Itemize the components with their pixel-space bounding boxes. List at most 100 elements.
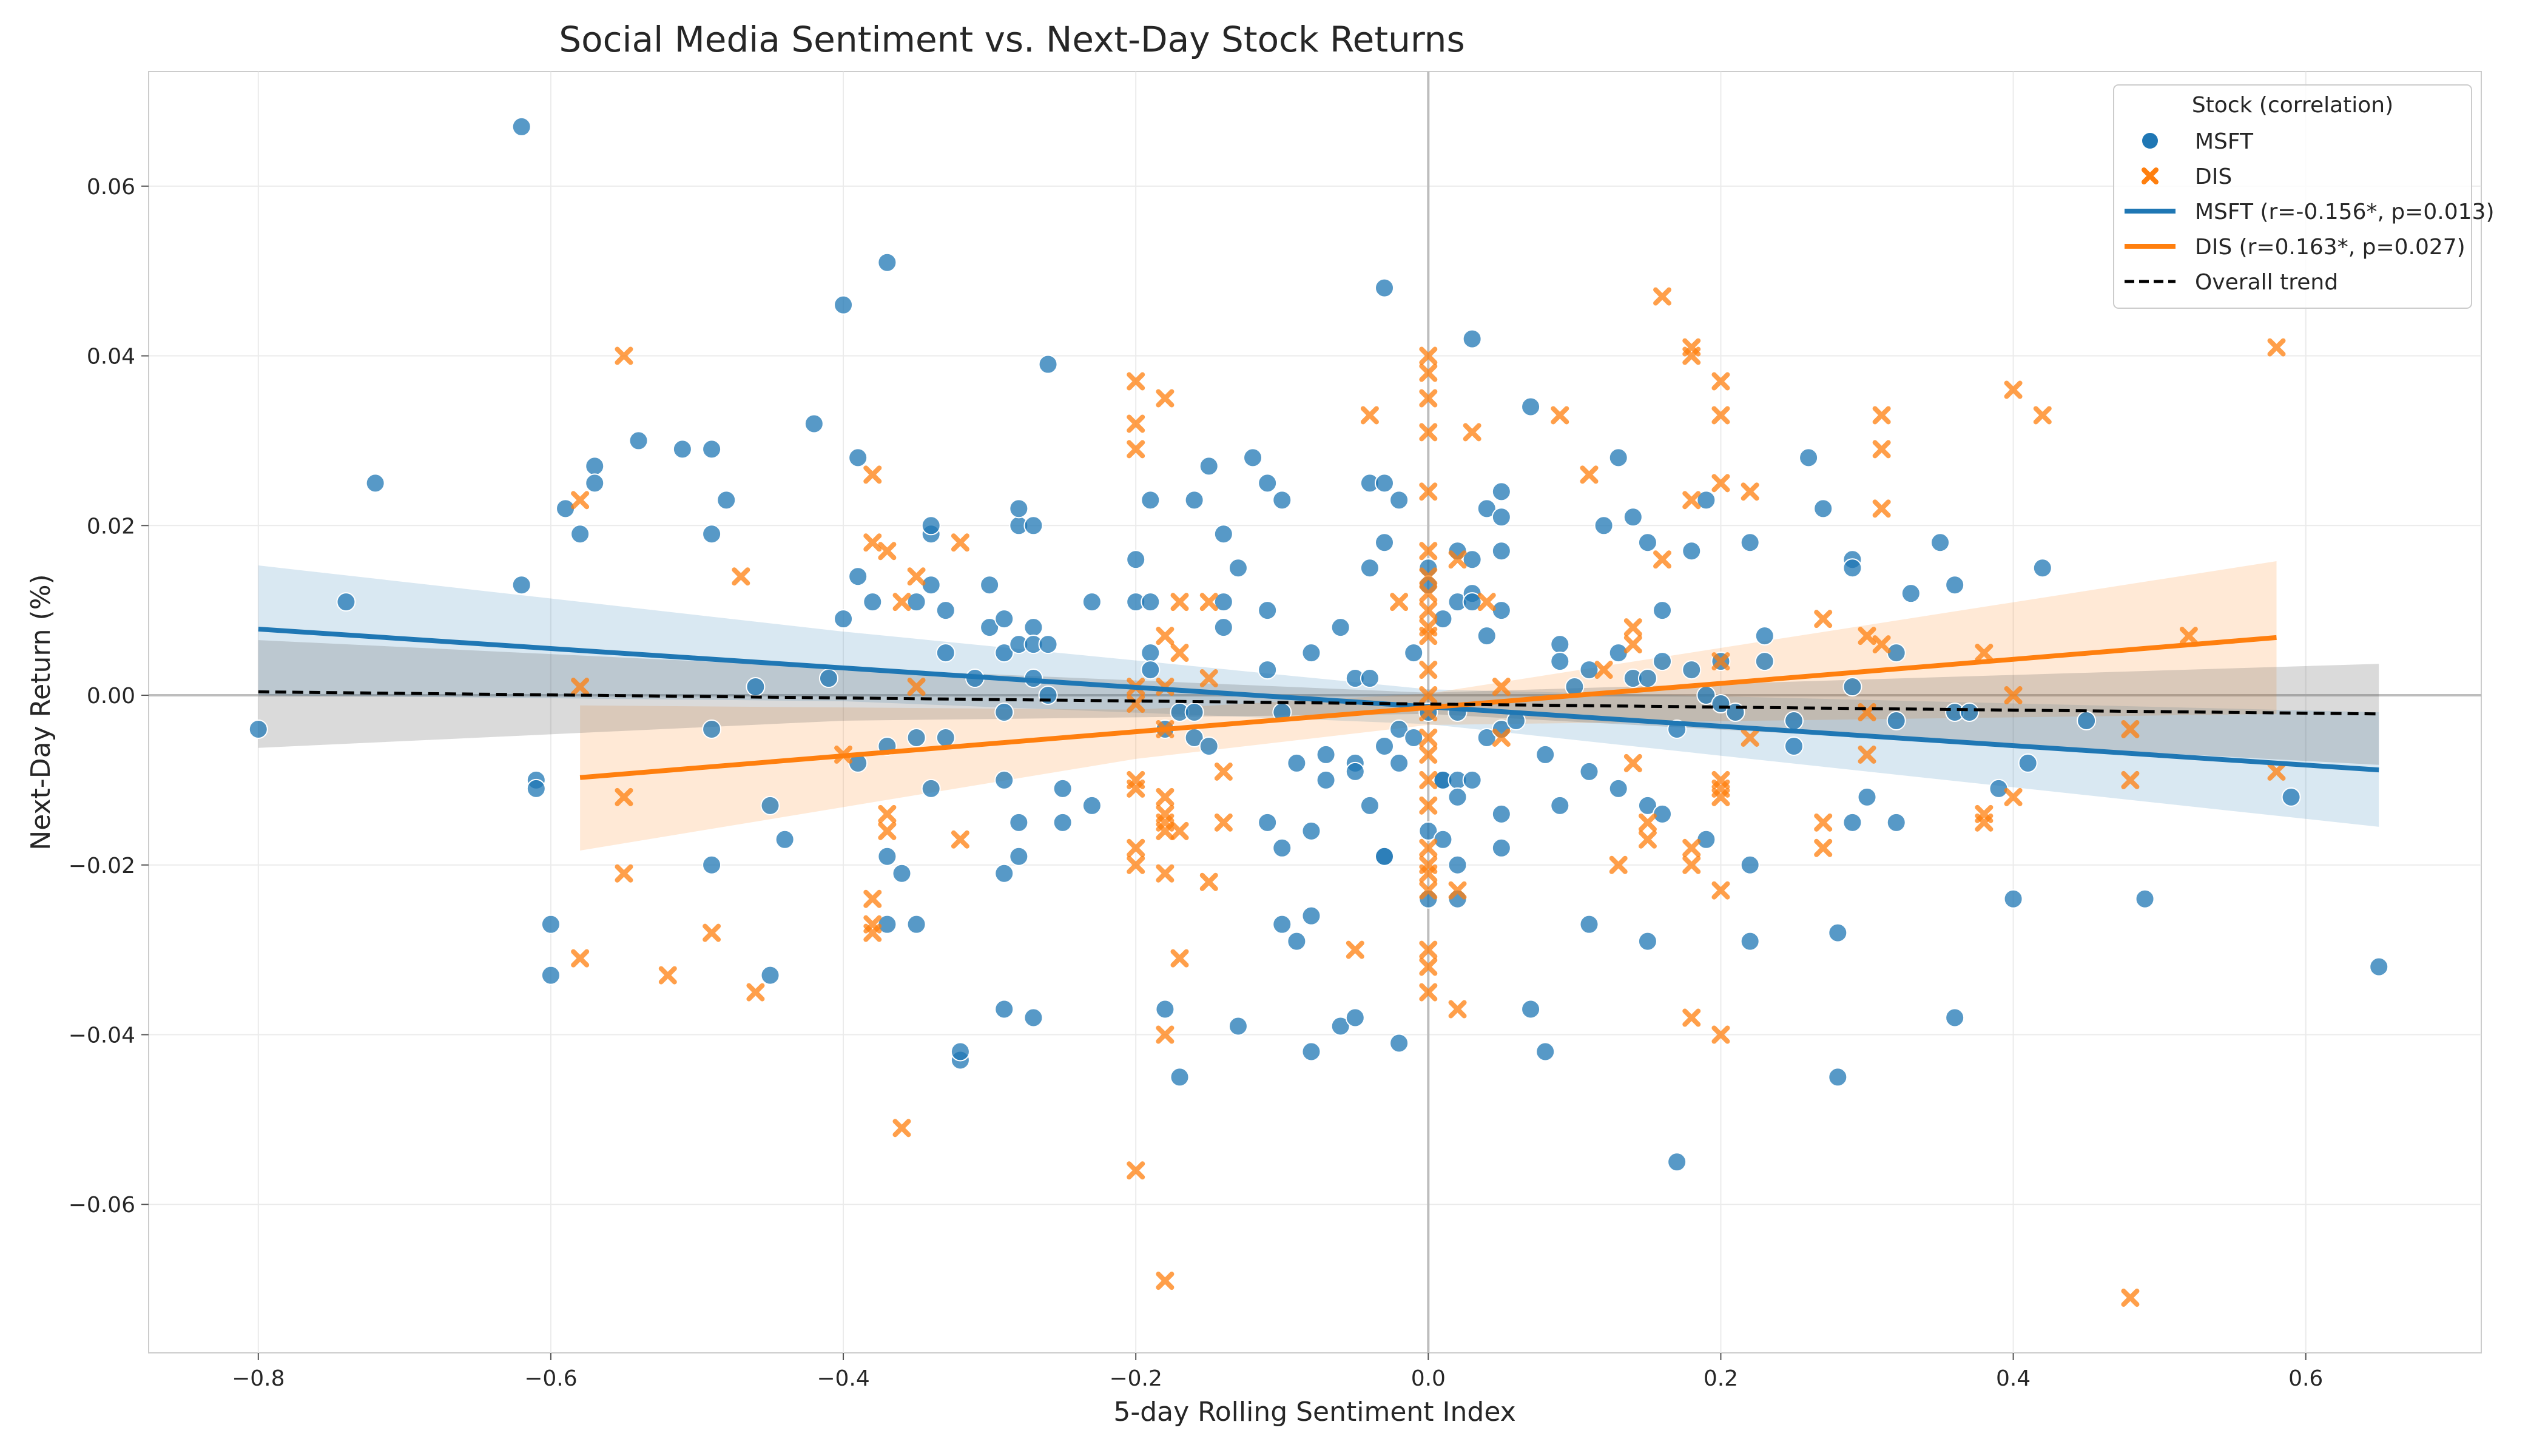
data-point-msft xyxy=(1053,778,1073,798)
data-point-msft xyxy=(1301,1042,1321,1062)
data-point-msft xyxy=(1813,499,1833,519)
legend-title: Stock (correlation) xyxy=(2192,93,2393,118)
data-point-dis xyxy=(1682,491,1701,510)
data-point-msft xyxy=(1375,846,1395,866)
data-point-msft xyxy=(994,863,1014,883)
data-point-msft xyxy=(702,439,722,459)
data-point-msft xyxy=(1345,1008,1365,1028)
y-axis-ticks: −0.06 −0.04 −0.02 0.00 0.02 0.04 0.06 xyxy=(69,175,149,1218)
data-point-dis xyxy=(1419,745,1438,764)
data-point-msft xyxy=(1053,812,1073,832)
data-point-dis xyxy=(1872,635,1891,654)
data-point-msft xyxy=(1550,795,1570,815)
data-point-msft xyxy=(1521,397,1541,417)
data-point-msft xyxy=(1637,533,1657,553)
data-point-msft xyxy=(2077,710,2097,730)
data-point-dis xyxy=(1653,287,1672,306)
x-tick-label: −0.4 xyxy=(817,1366,869,1391)
data-point-msft xyxy=(1009,846,1029,866)
data-point-msft xyxy=(1608,778,1628,798)
data-point-msft xyxy=(877,846,897,866)
data-point-dis xyxy=(1127,414,1145,433)
data-point-msft xyxy=(541,914,561,934)
data-point-msft xyxy=(1038,686,1058,706)
data-point-msft xyxy=(760,965,780,985)
data-point-msft xyxy=(1842,812,1862,832)
data-point-dis xyxy=(878,821,897,840)
data-point-dis xyxy=(1653,550,1672,569)
data-point-msft xyxy=(994,770,1014,790)
y-tick-label: 0.04 xyxy=(87,345,135,369)
data-point-msft xyxy=(2003,889,2023,909)
data-point-dis xyxy=(658,966,677,985)
data-point-dis xyxy=(1156,1272,1175,1290)
data-point-msft xyxy=(1330,1016,1350,1036)
data-point-msft xyxy=(1462,329,1482,349)
data-point-dis xyxy=(2179,627,2198,645)
data-point-dis xyxy=(571,678,590,696)
data-point-msft xyxy=(1842,558,1862,578)
data-point-dis xyxy=(1638,830,1657,849)
data-point-dis xyxy=(1609,855,1628,874)
regression-line xyxy=(579,635,2277,780)
data-point-msft xyxy=(1886,710,1906,730)
data-point-msft xyxy=(1038,635,1058,655)
x-tick-label: −0.8 xyxy=(232,1366,285,1391)
legend-entries: MSFT DIS MSFT (r=-0.156*, p=0.013) DIS (r=0… xyxy=(2125,129,2495,295)
data-point-dis xyxy=(1814,813,1833,832)
data-point-dis xyxy=(907,678,926,696)
data-point-msft xyxy=(935,643,956,663)
data-point-dis xyxy=(1170,821,1189,840)
data-point-dis xyxy=(1156,627,1175,645)
data-point-msft xyxy=(1901,584,1921,604)
data-point-msft xyxy=(1623,507,1643,527)
data-point-dis xyxy=(1419,957,1438,976)
data-point-msft xyxy=(1799,448,1819,468)
data-point-msft xyxy=(716,490,736,510)
x-axis-label: 5-day Rolling Sentiment Index xyxy=(1113,1397,1515,1427)
data-point-dis xyxy=(1858,627,1876,645)
data-point-dis xyxy=(1682,855,1701,874)
data-point-dis xyxy=(1199,872,1218,891)
data-point-msft xyxy=(1682,660,1702,680)
data-point-dis xyxy=(1638,813,1657,832)
data-point-dis xyxy=(1711,406,1730,425)
data-point-msft xyxy=(1857,787,1877,807)
data-point-msft xyxy=(950,1042,970,1062)
data-point-msft xyxy=(1170,1067,1190,1087)
data-point-dis xyxy=(1463,423,1481,442)
data-point-msft xyxy=(1038,354,1058,374)
data-point-dis xyxy=(1975,644,1994,662)
data-point-dis xyxy=(1419,389,1438,408)
data-point-dis xyxy=(1170,644,1189,662)
data-point-msft xyxy=(1389,753,1409,773)
data-point-msft xyxy=(2032,558,2052,578)
data-point-dis xyxy=(1127,695,1145,713)
data-point-msft xyxy=(935,727,956,747)
legend-label: MSFT (r=-0.156*, p=0.013) xyxy=(2195,200,2495,224)
data-point-dis xyxy=(1127,779,1145,798)
data-point-msft xyxy=(1141,592,1161,612)
data-point-msft xyxy=(511,575,531,595)
data-point-msft xyxy=(818,669,838,689)
legend-marker-circle xyxy=(2142,133,2158,149)
data-point-dis xyxy=(746,983,765,1002)
data-point-msft xyxy=(526,778,546,798)
data-point-msft xyxy=(1375,473,1395,493)
y-axis-label: Next-Day Return (%) xyxy=(25,574,56,850)
data-point-dis xyxy=(1741,728,1759,747)
data-point-dis xyxy=(571,491,590,510)
data-point-msft xyxy=(1945,575,1965,595)
data-point-dis xyxy=(1448,550,1467,569)
data-point-msft xyxy=(1579,914,1599,934)
data-point-msft xyxy=(921,516,941,536)
data-point-dis xyxy=(1156,821,1175,840)
legend-entry: DIS xyxy=(2142,164,2232,189)
data-point-msft xyxy=(877,252,897,272)
data-point-msft xyxy=(1653,652,1673,672)
y-tick-label: 0.06 xyxy=(87,175,135,200)
x-tick-label: −0.2 xyxy=(1109,1366,1162,1391)
data-point-dis xyxy=(1419,567,1438,586)
data-point-msft xyxy=(1375,533,1395,553)
data-point-msft xyxy=(980,618,1000,638)
